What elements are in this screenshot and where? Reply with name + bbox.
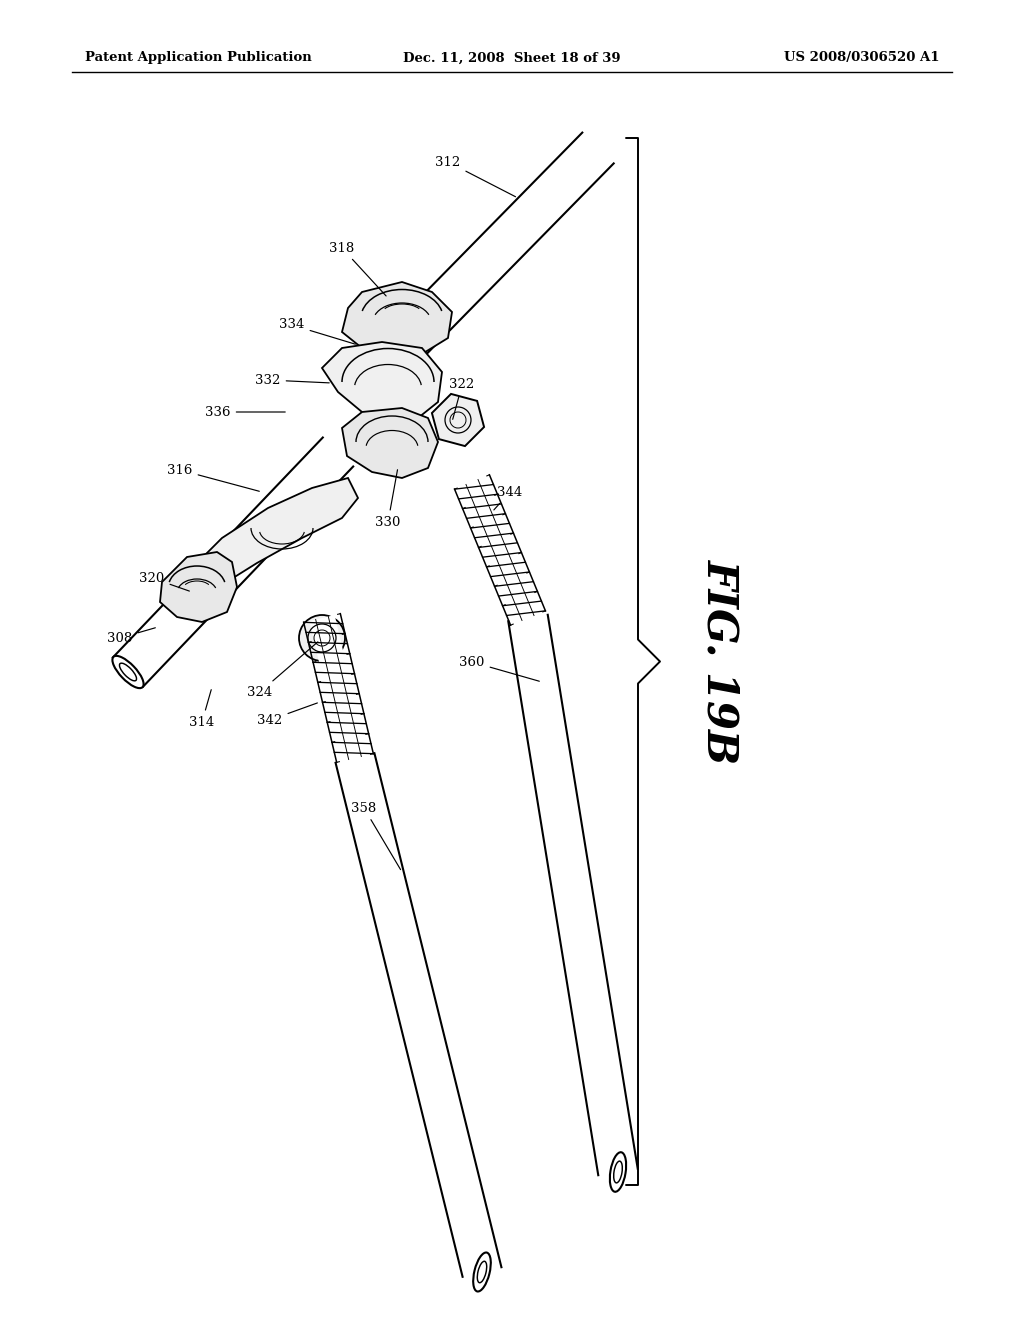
Text: 308: 308 xyxy=(108,628,156,644)
Ellipse shape xyxy=(473,1253,490,1291)
Polygon shape xyxy=(367,132,613,383)
Polygon shape xyxy=(202,478,358,587)
Text: 312: 312 xyxy=(435,156,515,197)
Text: Dec. 11, 2008  Sheet 18 of 39: Dec. 11, 2008 Sheet 18 of 39 xyxy=(403,51,621,65)
Text: Patent Application Publication: Patent Application Publication xyxy=(85,51,311,65)
Polygon shape xyxy=(336,754,502,1276)
Ellipse shape xyxy=(366,351,398,384)
Text: 332: 332 xyxy=(255,374,330,387)
Text: US 2008/0306520 A1: US 2008/0306520 A1 xyxy=(784,51,940,65)
Text: 320: 320 xyxy=(139,572,189,591)
Text: 316: 316 xyxy=(167,463,259,491)
Text: 322: 322 xyxy=(450,379,475,420)
Ellipse shape xyxy=(610,1152,626,1192)
Ellipse shape xyxy=(299,615,345,661)
Polygon shape xyxy=(342,282,452,358)
Text: 336: 336 xyxy=(205,405,286,418)
Text: 334: 334 xyxy=(280,318,355,345)
Polygon shape xyxy=(508,615,638,1175)
Polygon shape xyxy=(432,393,484,446)
Text: 358: 358 xyxy=(351,801,400,870)
Ellipse shape xyxy=(113,656,143,688)
Polygon shape xyxy=(309,615,368,762)
Text: 318: 318 xyxy=(330,242,386,296)
Text: FIG. 19B: FIG. 19B xyxy=(699,558,741,764)
Text: 330: 330 xyxy=(376,470,400,528)
Polygon shape xyxy=(160,552,237,622)
Polygon shape xyxy=(113,437,353,686)
Polygon shape xyxy=(322,342,442,422)
Polygon shape xyxy=(342,408,438,478)
Text: 360: 360 xyxy=(460,656,540,681)
Text: 314: 314 xyxy=(189,689,215,729)
Text: 324: 324 xyxy=(248,642,317,698)
Text: 344: 344 xyxy=(494,486,522,510)
Polygon shape xyxy=(460,477,540,623)
Text: 342: 342 xyxy=(257,704,317,726)
